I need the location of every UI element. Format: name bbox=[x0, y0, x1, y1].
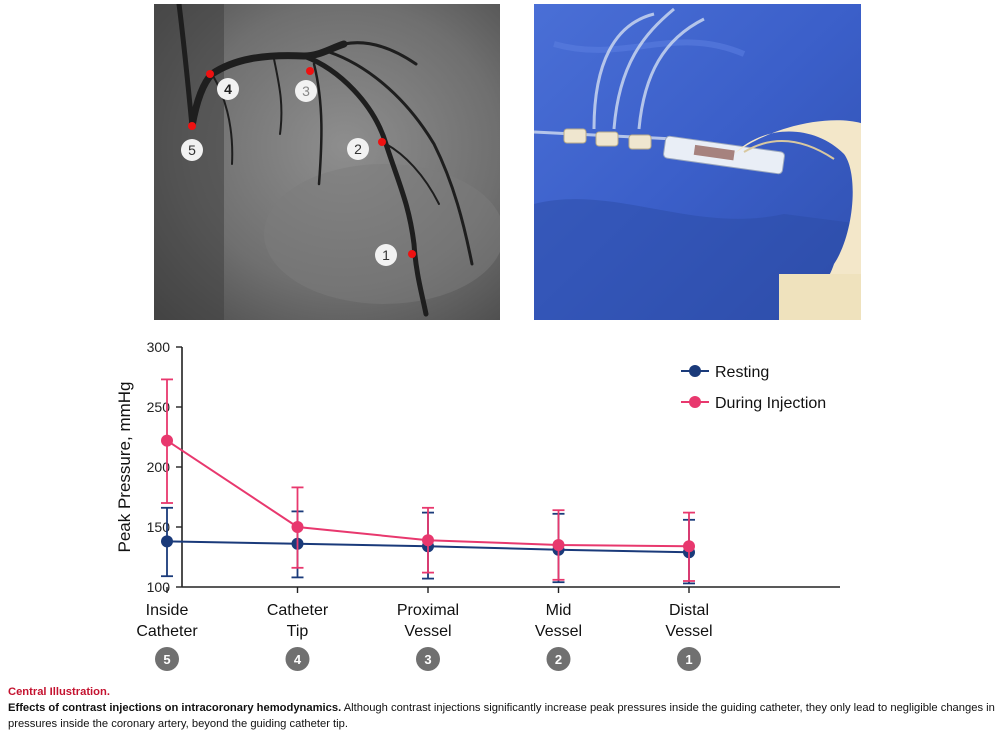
y-tick-label: 250 bbox=[147, 399, 171, 415]
category-label: Distal bbox=[669, 602, 709, 619]
vessel-marker-3: 3 bbox=[295, 80, 317, 102]
svg-text:1: 1 bbox=[382, 247, 390, 263]
category-label: Vessel bbox=[535, 623, 582, 640]
svg-text:3: 3 bbox=[302, 83, 310, 99]
data-point bbox=[161, 434, 173, 447]
caption-title: Central Illustration. bbox=[8, 686, 110, 698]
data-point bbox=[683, 540, 695, 553]
y-tick-label: 150 bbox=[147, 519, 171, 535]
category-badge-circle bbox=[416, 647, 440, 671]
y-axis-label: Peak Pressure, mmHg bbox=[115, 382, 134, 553]
category-badge-label: 4 bbox=[294, 652, 302, 667]
y-tick-label: 100 bbox=[147, 579, 171, 595]
data-point bbox=[552, 539, 565, 551]
svg-text:2: 2 bbox=[354, 141, 362, 157]
figure-caption: Central Illustration. Effects of contras… bbox=[8, 684, 998, 732]
angiogram-image: 1 2 3 4 5 bbox=[154, 4, 500, 320]
category-badge: 2 bbox=[546, 647, 571, 671]
category-badge-label: 2 bbox=[555, 652, 562, 667]
category-badge: 1 bbox=[677, 647, 701, 671]
data-point bbox=[422, 534, 434, 547]
caption-heading: Effects of contrast injections on intrac… bbox=[8, 702, 342, 714]
category-badge-label: 3 bbox=[424, 652, 431, 667]
category-badge: 4 bbox=[285, 647, 310, 671]
data-point bbox=[161, 535, 173, 548]
category-label: Catheter bbox=[267, 602, 329, 619]
legend-label: Resting bbox=[715, 364, 769, 381]
svg-text:5: 5 bbox=[188, 142, 196, 158]
y-tick-label: 200 bbox=[147, 459, 171, 475]
category-badge-circle bbox=[546, 647, 571, 671]
caption-body: Although contrast injections significant… bbox=[8, 702, 995, 730]
category-label: Vessel bbox=[404, 623, 451, 640]
category-badge-circle bbox=[677, 647, 701, 671]
category-label: Vessel bbox=[665, 623, 712, 640]
legend-marker bbox=[689, 396, 701, 408]
pressure-chart: 100 150 200 250 300 Peak Pressure, mmHg Inside… bbox=[110, 335, 850, 685]
category-badge: 5 bbox=[155, 647, 179, 671]
vessel-marker-4: 4 bbox=[217, 78, 239, 100]
category-label: Inside bbox=[146, 602, 189, 619]
category-badge-circle bbox=[285, 647, 310, 671]
category-badge: 3 bbox=[416, 647, 440, 671]
category-label: Tip bbox=[287, 623, 309, 640]
category-badge-label: 5 bbox=[163, 652, 170, 667]
vessel-marker-2: 2 bbox=[347, 138, 369, 160]
syringe-photo bbox=[534, 4, 861, 320]
legend-marker bbox=[689, 365, 701, 377]
category-label: Catheter bbox=[136, 623, 198, 640]
y-tick-label: 300 bbox=[147, 339, 171, 355]
vessel-marker-5: 5 bbox=[181, 139, 203, 161]
category-badge-label: 1 bbox=[685, 652, 692, 667]
category-label: Mid bbox=[546, 602, 572, 619]
svg-text:4: 4 bbox=[224, 81, 232, 97]
vessel-marker-1: 1 bbox=[375, 244, 397, 266]
data-point bbox=[291, 521, 304, 533]
category-badge-circle bbox=[155, 647, 179, 671]
legend-label: During Injection bbox=[715, 395, 826, 412]
category-label: Proximal bbox=[397, 602, 459, 619]
